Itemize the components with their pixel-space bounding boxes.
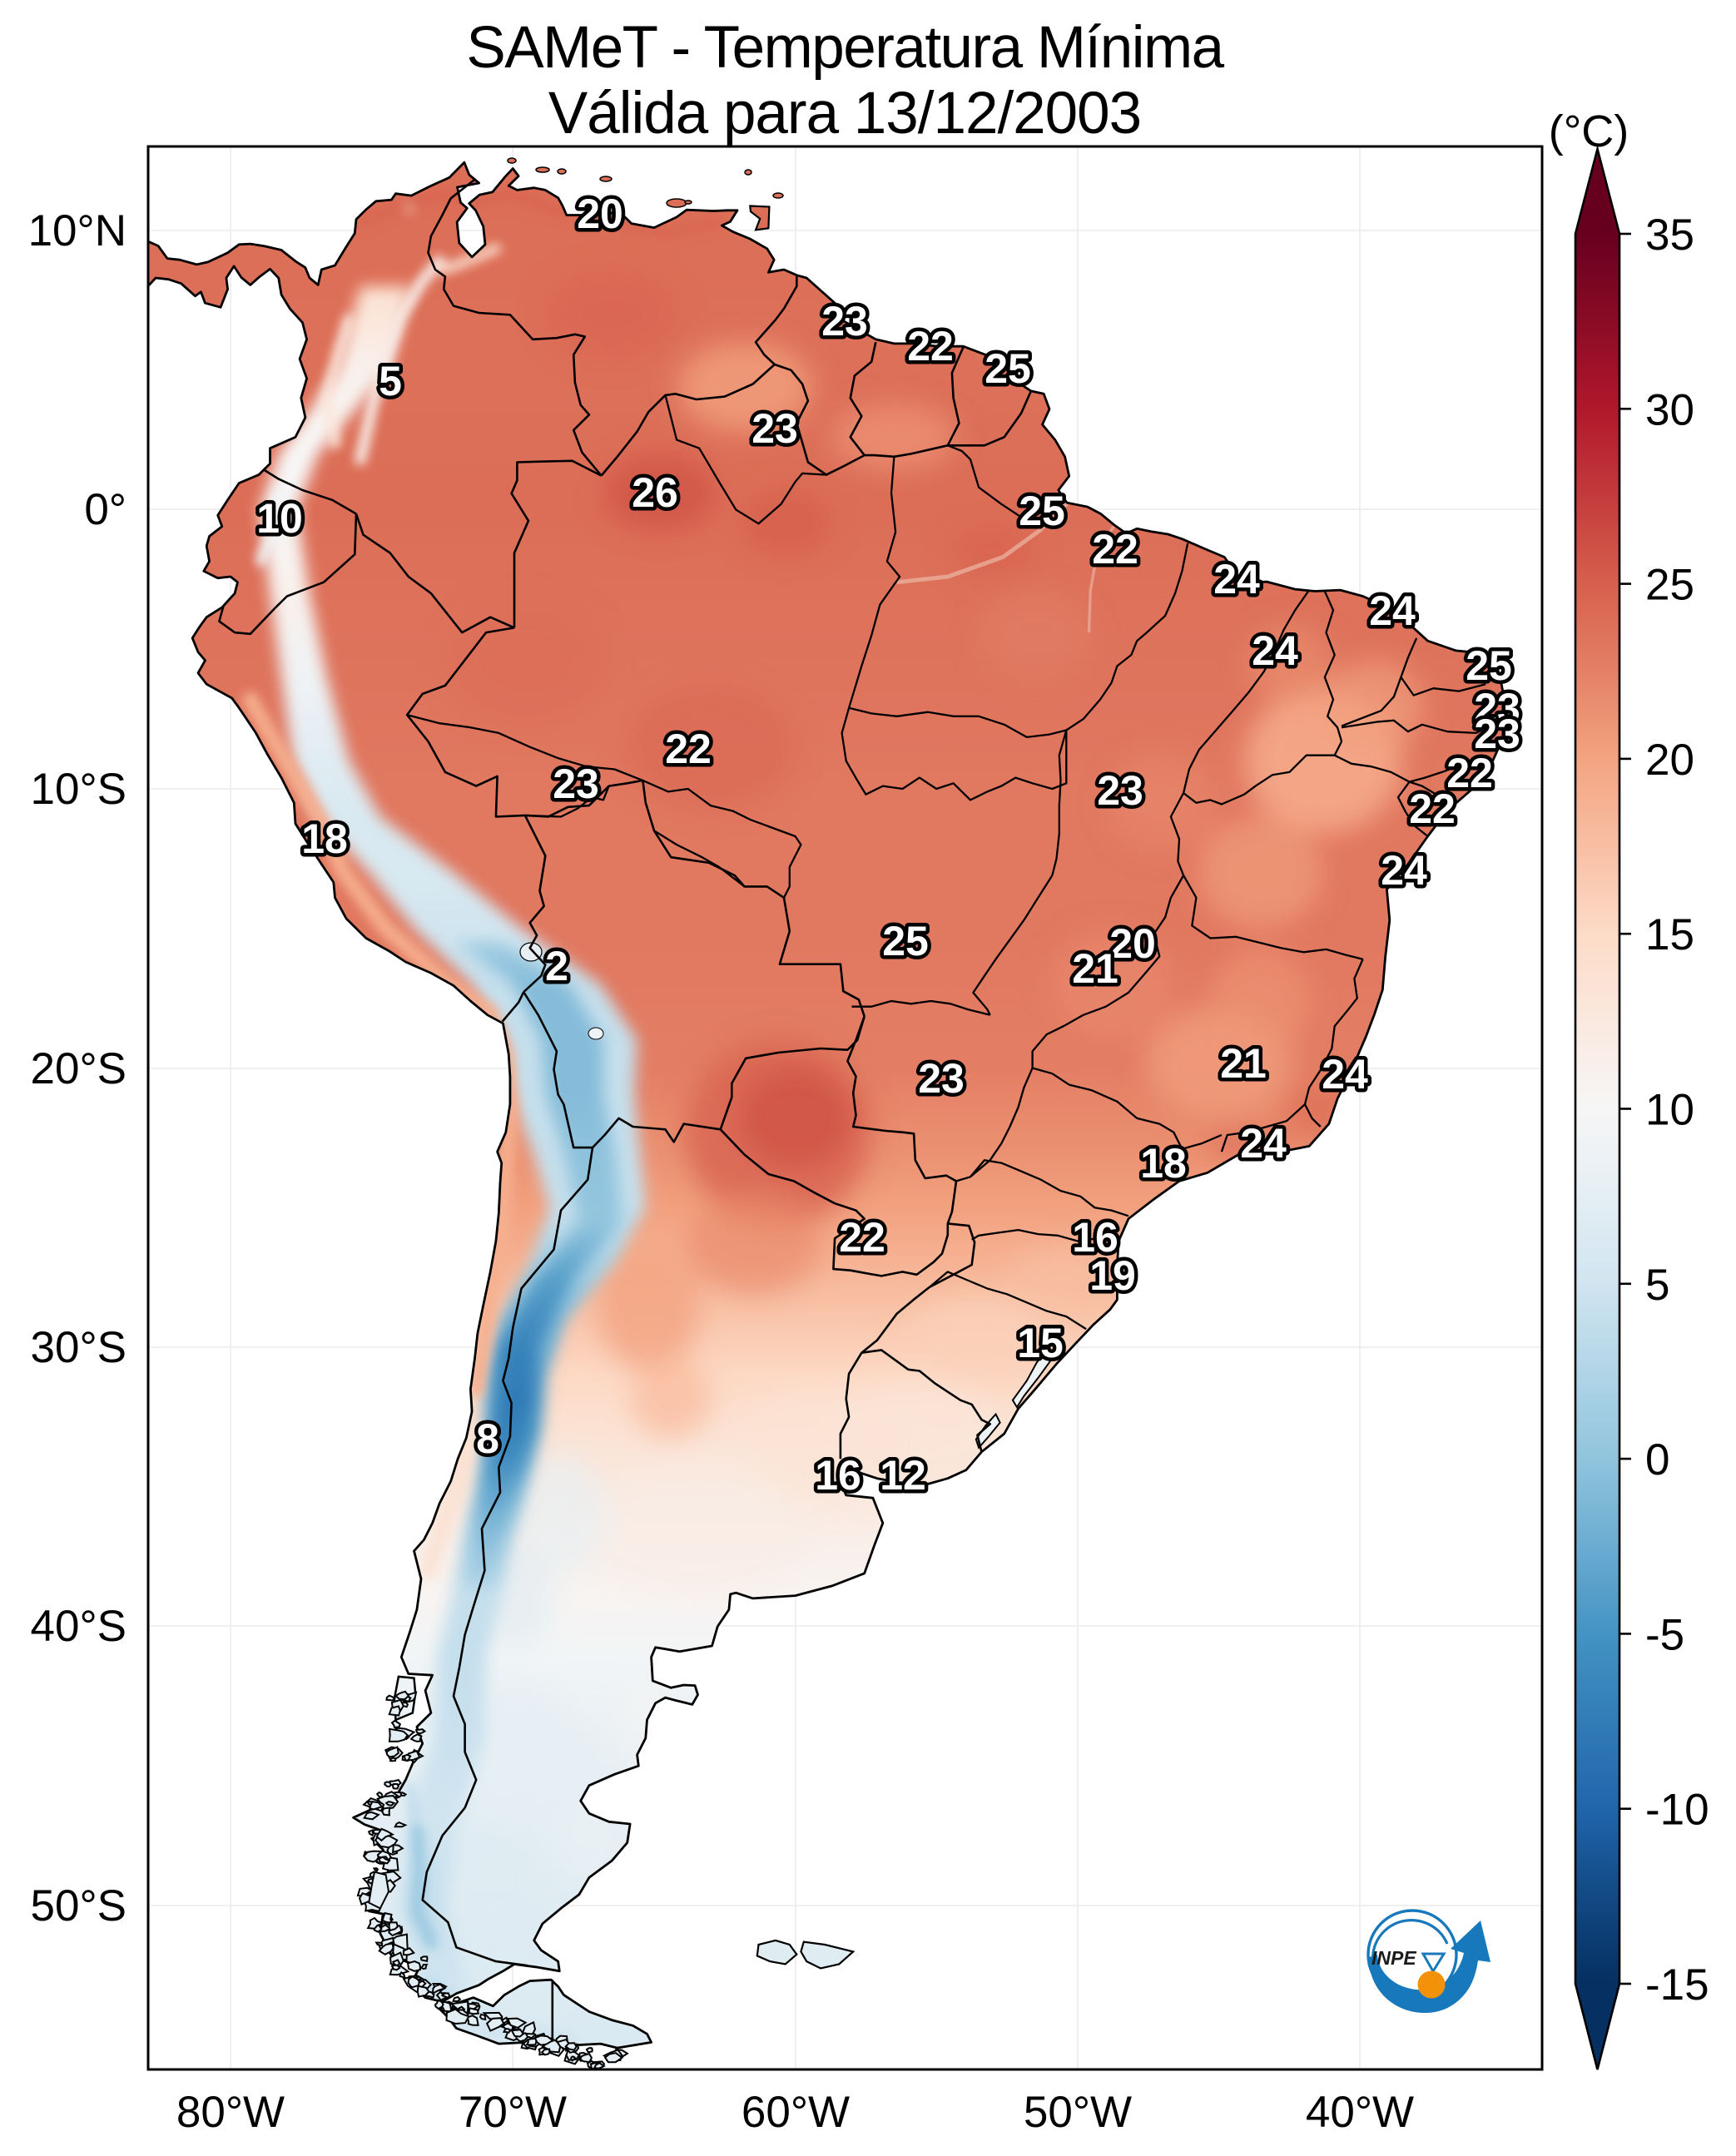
svg-text:21: 21 (1072, 945, 1118, 992)
svg-text:25: 25 (1645, 561, 1694, 610)
svg-text:-5: -5 (1645, 1610, 1684, 1659)
svg-text:23: 23 (821, 298, 868, 344)
svg-text:23: 23 (751, 405, 798, 452)
svg-text:16: 16 (815, 1452, 861, 1499)
svg-text:23: 23 (1474, 685, 1520, 731)
svg-text:18: 18 (301, 815, 348, 862)
svg-text:15: 15 (1645, 910, 1694, 959)
svg-text:15: 15 (1017, 1320, 1064, 1366)
svg-text:60°W: 60°W (742, 2088, 850, 2137)
svg-text:22: 22 (1446, 750, 1493, 796)
svg-text:24: 24 (1213, 556, 1260, 602)
svg-text:20: 20 (1645, 736, 1694, 785)
svg-text:24: 24 (1369, 587, 1416, 634)
svg-text:25: 25 (985, 345, 1031, 392)
svg-text:0°: 0° (84, 485, 126, 534)
svg-text:5: 5 (1645, 1261, 1669, 1310)
svg-text:22: 22 (665, 726, 712, 772)
svg-text:22: 22 (1092, 526, 1138, 572)
svg-text:SAMeT - Temperatura Mínima: SAMeT - Temperatura Mínima (466, 15, 1224, 81)
svg-text:-10: -10 (1645, 1786, 1709, 1835)
svg-text:24: 24 (1240, 1120, 1287, 1167)
svg-text:30°S: 30°S (31, 1323, 127, 1372)
svg-text:50°S: 50°S (31, 1881, 127, 1930)
svg-text:22: 22 (1409, 786, 1456, 832)
svg-text:70°W: 70°W (459, 2088, 567, 2137)
svg-text:(°C): (°C) (1549, 107, 1629, 156)
svg-text:23: 23 (553, 761, 599, 807)
svg-text:10°N: 10°N (28, 206, 126, 255)
svg-text:80°W: 80°W (176, 2088, 285, 2137)
svg-text:26: 26 (632, 469, 678, 516)
svg-text:19: 19 (1089, 1252, 1136, 1299)
svg-text:24: 24 (1381, 847, 1427, 894)
svg-text:10: 10 (1645, 1086, 1694, 1135)
svg-text:24: 24 (1252, 627, 1298, 674)
svg-text:25: 25 (1466, 642, 1512, 689)
svg-text:20°S: 20°S (31, 1044, 127, 1093)
svg-text:8: 8 (476, 1415, 499, 1462)
svg-text:23: 23 (1474, 711, 1520, 757)
svg-text:Válida para 13/12/2003: Válida para 13/12/2003 (548, 81, 1141, 146)
svg-text:20: 20 (1109, 920, 1156, 967)
svg-text:23: 23 (1097, 767, 1143, 814)
svg-text:16: 16 (1072, 1214, 1118, 1261)
svg-text:12: 12 (880, 1452, 926, 1499)
svg-text:35: 35 (1645, 211, 1694, 260)
svg-text:18: 18 (1140, 1140, 1187, 1187)
svg-text:50°W: 50°W (1024, 2088, 1132, 2137)
svg-text:INPE: INPE (1371, 1947, 1416, 1969)
svg-text:20: 20 (577, 191, 623, 237)
svg-text:23: 23 (918, 1055, 965, 1102)
svg-text:25: 25 (882, 918, 929, 964)
svg-text:24: 24 (1322, 1051, 1368, 1098)
svg-text:10°S: 10°S (31, 765, 127, 814)
svg-text:30: 30 (1645, 385, 1694, 434)
svg-text:25: 25 (1019, 488, 1065, 534)
svg-text:21: 21 (1220, 1040, 1267, 1087)
svg-text:-15: -15 (1645, 1960, 1709, 2010)
svg-text:0: 0 (1645, 1435, 1669, 1484)
svg-text:22: 22 (839, 1214, 885, 1261)
svg-text:10: 10 (256, 495, 303, 542)
svg-text:2: 2 (545, 943, 568, 989)
svg-text:40°W: 40°W (1306, 2088, 1414, 2137)
svg-text:22: 22 (907, 323, 954, 369)
svg-text:5: 5 (379, 358, 402, 404)
svg-text:40°S: 40°S (31, 1602, 127, 1651)
